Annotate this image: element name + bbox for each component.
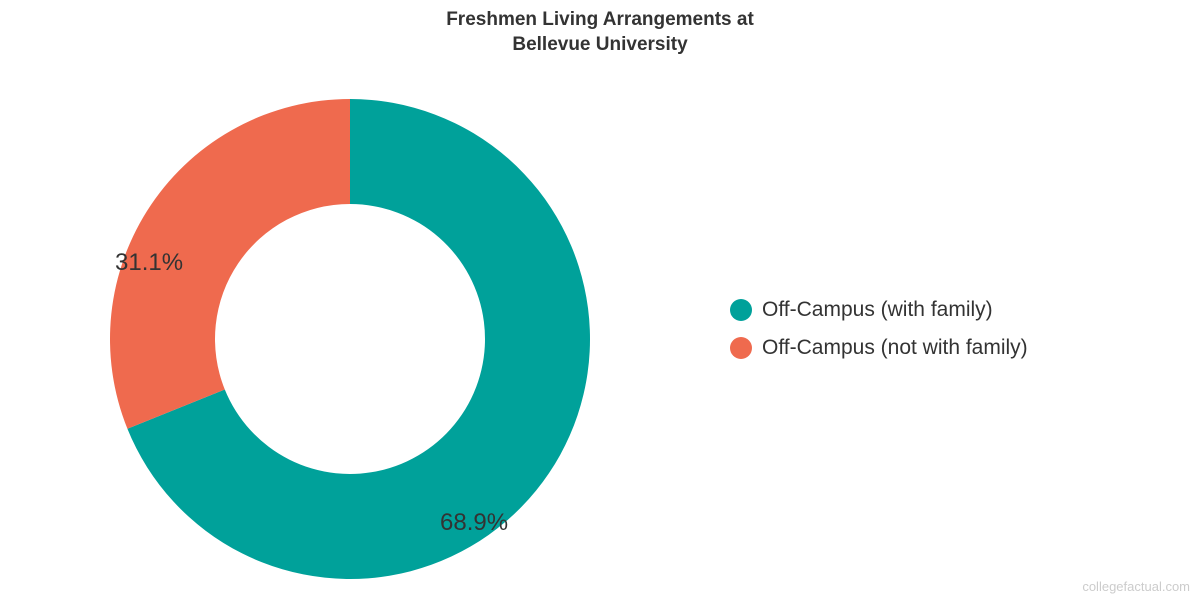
chart-main-area: 68.9%31.1% Off-Campus (with family)Off-C… — [0, 57, 1200, 600]
title-line-1: Freshmen Living Arrangements at — [0, 8, 1200, 33]
donut-chart — [0, 59, 700, 599]
legend-item-0: Off-Campus (with family) — [730, 298, 1028, 322]
legend-label: Off-Campus (not with family) — [762, 336, 1028, 360]
donut-wrap: 68.9% 31.1% — [0, 59, 700, 599]
chart-title: Freshmen Living Arrangements at Bellevue… — [0, 0, 1200, 57]
legend-label: Off-Campus (with family) — [762, 298, 993, 322]
legend-swatch-icon — [730, 299, 752, 321]
legend: Off-Campus (with family) Off-Campus (not … — [730, 298, 1028, 360]
legend-swatch-icon — [730, 337, 752, 359]
attribution: collegefactual.com — [1082, 579, 1190, 594]
legend-item-1: Off-Campus (not with family) — [730, 336, 1028, 360]
slice-label-1: 31.1% — [115, 249, 183, 277]
chart-container: Freshmen Living Arrangements at Bellevue… — [0, 0, 1200, 600]
slice-label-0: 68.9% — [440, 509, 508, 537]
title-line-2: Bellevue University — [0, 33, 1200, 58]
